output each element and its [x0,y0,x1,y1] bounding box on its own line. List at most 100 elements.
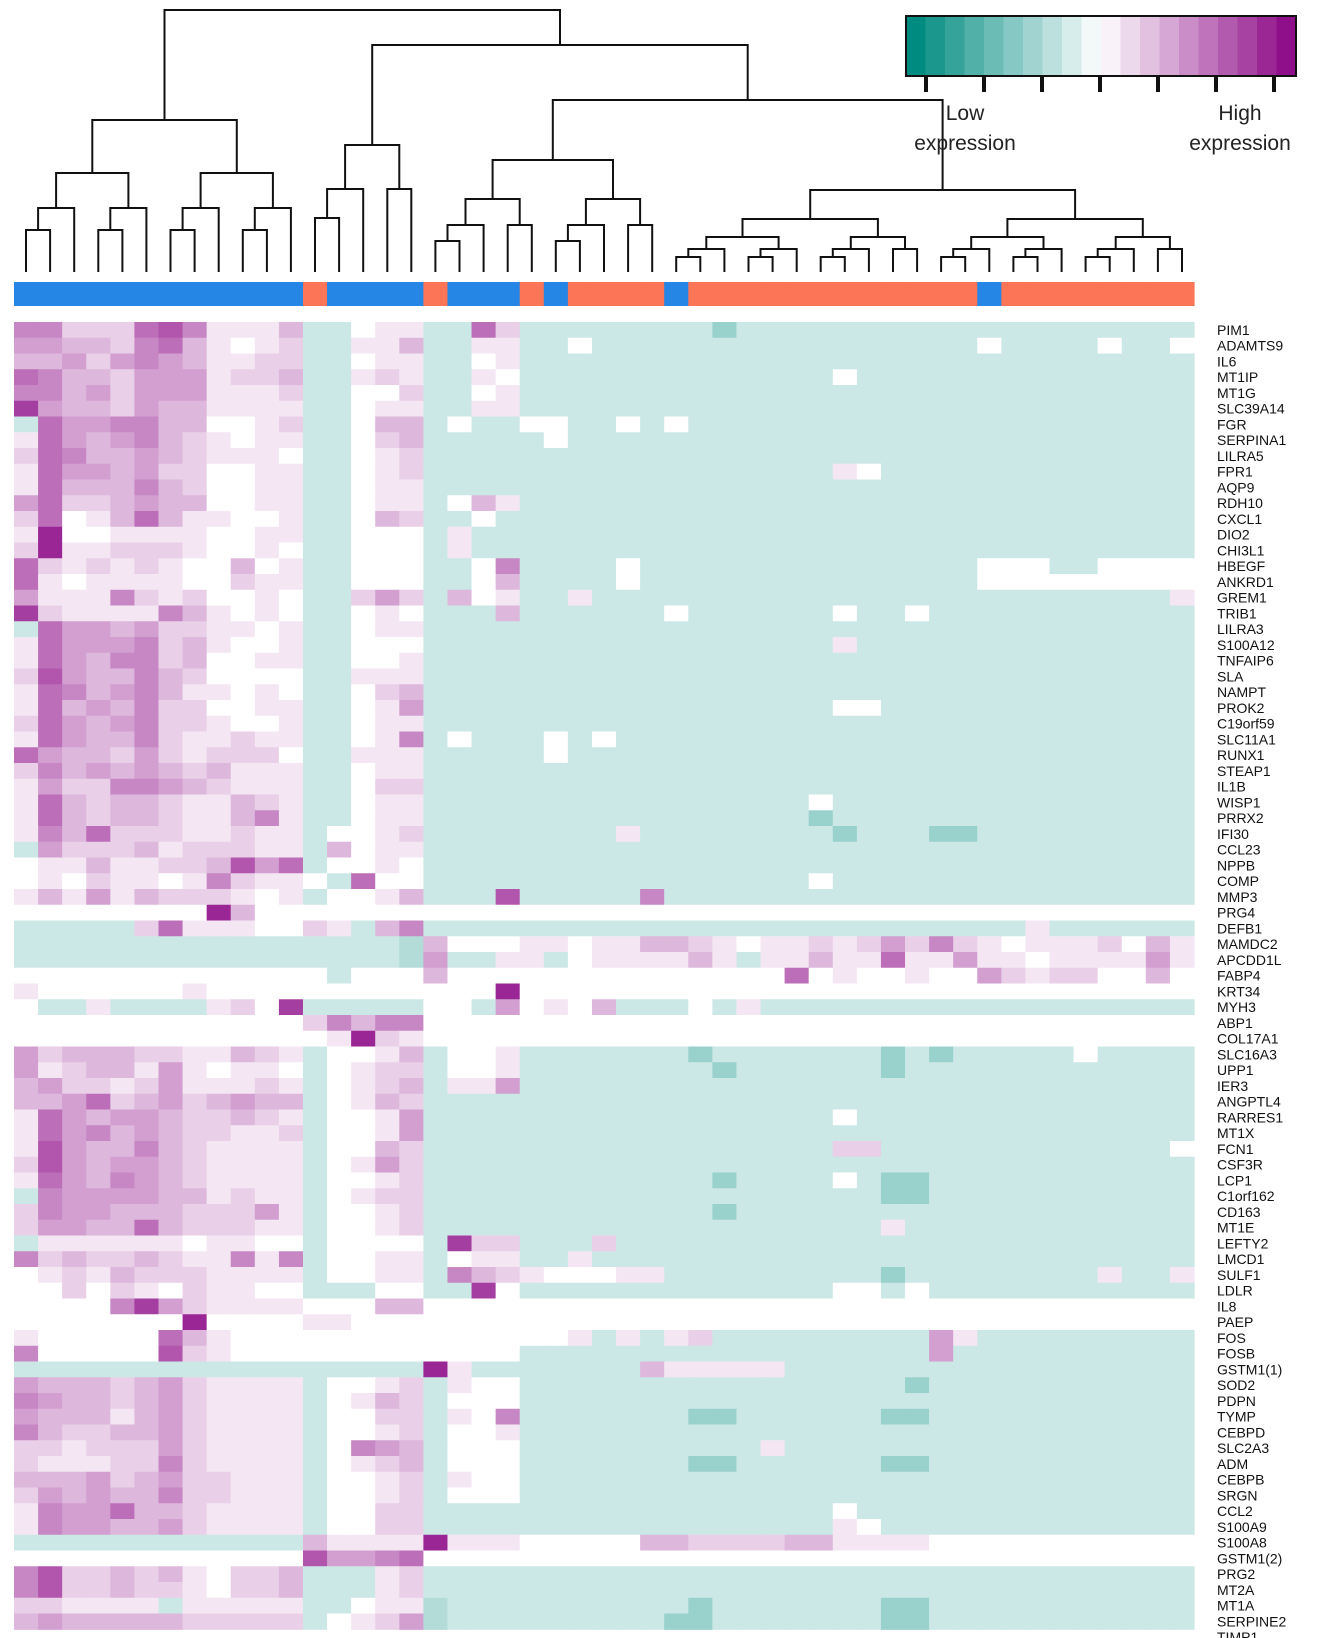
heatmap-cell [327,668,352,685]
heatmap-cell [351,778,376,796]
heatmap-cell [447,1251,473,1268]
heatmap-cell [158,1582,184,1599]
heatmap-cell [736,621,762,638]
heatmap-cell [86,1597,111,1615]
heatmap-cell [591,1440,617,1457]
gene-label: C1orf162 [1217,1188,1275,1204]
heatmap-cell [1001,889,1027,906]
heatmap-cell [302,479,328,496]
heatmap-cell [254,1251,280,1268]
heatmap-cell [254,416,280,433]
heatmap-cell [399,1172,424,1189]
heatmap-cell [1121,448,1147,465]
heatmap-cell [784,495,810,512]
heatmap-cell [38,1345,63,1363]
heatmap-cell [302,1314,328,1331]
heatmap-cell [1025,448,1051,465]
heatmap-cell [302,920,328,937]
heatmap-cell [134,589,160,607]
heatmap-cell [905,826,930,843]
heatmap-cell [1169,637,1195,654]
heatmap-cell [688,1125,713,1142]
heatmap-cell [616,322,641,339]
heatmap-cell [712,999,738,1016]
legend-swatch [1140,16,1161,76]
heatmap-cell [278,778,304,796]
heatmap-cell [880,763,906,780]
heatmap-cell [182,936,208,953]
heatmap-cell [1073,652,1099,670]
heatmap-cell [808,1613,834,1630]
heatmap-cell [880,1219,906,1237]
heatmap-cell [929,322,954,339]
dendrogram-branch [314,217,341,272]
heatmap-cell [230,1156,256,1174]
heatmap-cell [375,1282,400,1300]
heatmap-cell [808,463,834,481]
heatmap-cell [110,1393,136,1410]
heatmap-cell [640,967,665,985]
heatmap-cell [423,936,449,953]
gene-label: WISP1 [1217,794,1261,810]
heatmap-cell [905,605,930,622]
heatmap-cell [423,589,449,607]
heatmap-cell [423,1550,449,1567]
heatmap-cell [110,967,136,985]
heatmap-cell [953,1361,978,1378]
heatmap-cell [1049,400,1075,418]
heatmap-cell [688,731,713,748]
heatmap-cell [712,1440,738,1457]
heatmap-cell [543,810,569,827]
heatmap-cell [856,857,882,874]
heatmap-cell [688,1188,713,1205]
heatmap-cell [808,1251,834,1268]
heatmap-cell [616,983,641,1000]
heatmap-cell [784,1282,810,1300]
heatmap-cell [1169,1172,1195,1189]
heatmap-cell [86,511,111,528]
heatmap-cell [664,448,689,465]
heatmap-cell [784,1361,810,1378]
heatmap-cell [495,1251,521,1268]
heatmap-cell [929,1597,954,1615]
heatmap-cell [351,983,376,1000]
gene-label: HBEGF [1217,558,1265,574]
gene-label: LDLR [1217,1283,1253,1299]
group-bar-segment [495,282,521,306]
heatmap-cell [953,621,978,638]
heatmap-cell [134,526,160,544]
heatmap-cell [471,936,497,953]
heatmap-cell [784,1030,810,1048]
heatmap-cell [14,1125,39,1142]
heatmap-cell [591,1487,617,1504]
heatmap-cell [230,1141,256,1158]
heatmap-cell [1049,1298,1075,1315]
heatmap-cell [134,778,160,796]
heatmap-cell [230,936,256,953]
heatmap-cell [1097,652,1123,670]
heatmap-cell [953,495,978,512]
heatmap-cell [254,1424,280,1441]
heatmap-cell [1025,1298,1051,1315]
heatmap-cell [254,637,280,654]
heatmap-cell [1073,952,1099,969]
heatmap-cell [14,1109,39,1126]
heatmap-cell [784,1393,810,1410]
heatmap-cell [784,574,810,591]
heatmap-cell [760,1030,786,1048]
heatmap-cell [519,920,545,937]
heatmap-cell [86,526,111,544]
heatmap-cell [977,841,1002,859]
heatmap-cell [712,621,738,638]
heatmap-cell [1049,1109,1075,1126]
heatmap-cell [375,1078,400,1095]
heatmap-cell [495,337,521,355]
heatmap-cell [519,1156,545,1174]
heatmap-cell [736,495,762,512]
heatmap-cell [784,936,810,953]
heatmap-cell [1049,1015,1075,1032]
heatmap-cell [1097,1172,1123,1189]
heatmap-cell [616,1345,641,1363]
heatmap-cell [38,873,63,890]
heatmap-cell [953,747,978,764]
